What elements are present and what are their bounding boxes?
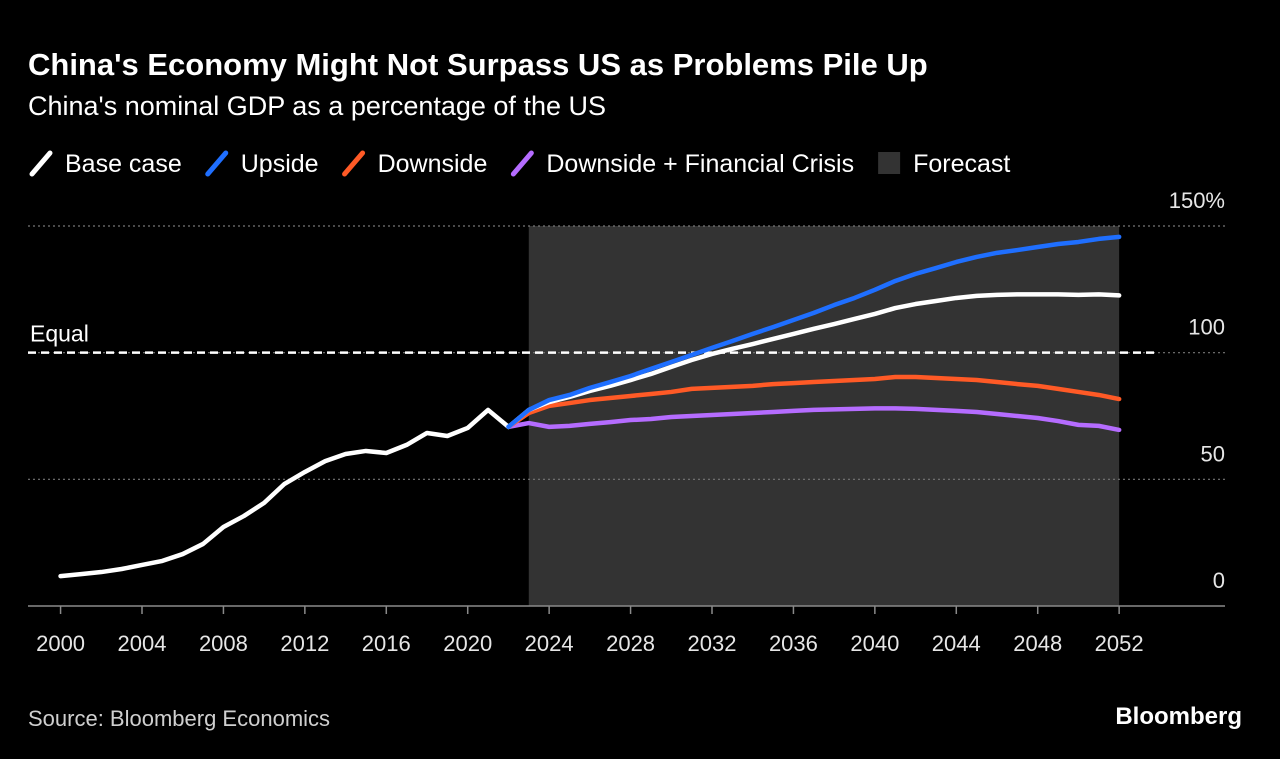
x-tick-label: 2016 bbox=[362, 631, 411, 656]
x-tick-label: 2028 bbox=[606, 631, 655, 656]
y-tick-label: 50 bbox=[1201, 441, 1225, 466]
x-tick-label: 2044 bbox=[932, 631, 981, 656]
legend: Base case Upside Downside Downside + Financ… bbox=[29, 150, 1010, 178]
y-tick-label: 100 bbox=[1188, 315, 1225, 340]
x-tick-label: 2040 bbox=[850, 631, 899, 656]
y-tick-label: 0 bbox=[1213, 568, 1225, 593]
y-tick-label: 150% bbox=[1169, 188, 1225, 213]
x-tick-label: 2032 bbox=[688, 631, 737, 656]
source-note: Source: Bloomberg Economics bbox=[28, 706, 330, 731]
legend-label: Forecast bbox=[913, 150, 1010, 178]
x-tick-label: 2012 bbox=[280, 631, 329, 656]
x-tick-label: 2020 bbox=[443, 631, 492, 656]
brand-logo: Bloomberg bbox=[1115, 703, 1242, 730]
x-tick-label: 2024 bbox=[525, 631, 574, 656]
legend-label: Downside + Financial Crisis bbox=[546, 150, 854, 178]
legend-label: Downside bbox=[378, 150, 488, 178]
legend-swatch bbox=[878, 152, 901, 174]
x-tick-label: 2000 bbox=[36, 631, 85, 656]
series-line bbox=[58, 292, 1122, 579]
legend-swatch bbox=[205, 150, 229, 177]
legend-label: Base case bbox=[65, 150, 182, 178]
chart-title: China's Economy Might Not Surpass US as … bbox=[28, 47, 928, 82]
legend-swatch bbox=[510, 150, 534, 177]
series-line bbox=[506, 234, 1122, 430]
legend-swatch bbox=[29, 150, 53, 177]
legend-label: Upside bbox=[241, 150, 319, 178]
x-tick-label: 2052 bbox=[1095, 631, 1144, 656]
x-tick-label: 2004 bbox=[118, 631, 167, 656]
x-tick-label: 2048 bbox=[1013, 631, 1062, 656]
x-tick-label: 2036 bbox=[769, 631, 818, 656]
x-tick-label: 2008 bbox=[199, 631, 248, 656]
legend-swatch bbox=[342, 150, 366, 177]
series-line bbox=[506, 406, 1122, 433]
series-line bbox=[506, 374, 1122, 430]
plot-area: 0 50 100 150% 2000 2004 2008 2012 2016 2020 2024 20… bbox=[28, 188, 1225, 656]
reference-label: Equal bbox=[30, 321, 89, 347]
chart-subtitle: China's nominal GDP as a percentage of t… bbox=[28, 91, 606, 121]
